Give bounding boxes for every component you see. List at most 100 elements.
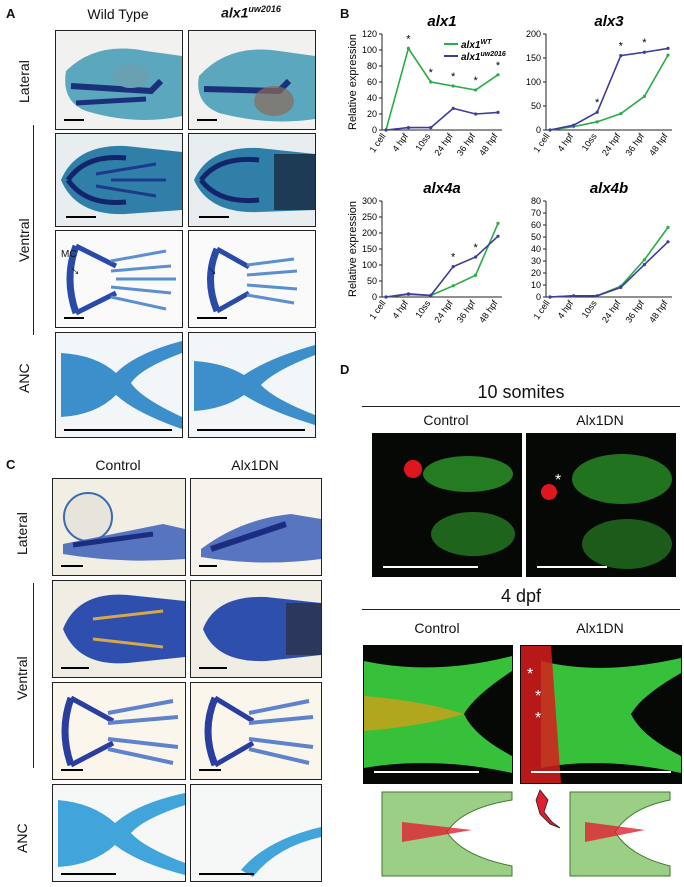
- data-point: [666, 46, 670, 51]
- panel-a-anc-mutant-image: [188, 332, 316, 438]
- data-point: [642, 94, 646, 98]
- panel-a-ventral-dissected-mutant-image: →: [188, 230, 316, 328]
- data-point: [619, 285, 623, 289]
- data-point: [429, 80, 433, 84]
- data-point: [474, 88, 478, 92]
- scale-bar: [66, 216, 96, 218]
- scale-bar: [61, 565, 83, 567]
- data-point: [451, 265, 455, 269]
- data-point: [572, 294, 576, 298]
- series-line: [385, 46, 499, 131]
- data-point: [451, 84, 455, 88]
- scale-bar: [537, 566, 607, 568]
- y-axis-label: Relative expression: [347, 34, 359, 130]
- data-point: [642, 258, 646, 262]
- panel-a-ventral-label: Ventral: [16, 218, 32, 262]
- chart-title: alx4b: [590, 180, 628, 197]
- series-line: [549, 226, 669, 298]
- y-tick-label: 60: [531, 220, 541, 230]
- panel-a-ventral-wildtype-image: [55, 133, 183, 227]
- data-point: [496, 221, 500, 225]
- x-tick-label: 24 hpf: [600, 131, 623, 158]
- y-tick-label: 250: [362, 212, 377, 222]
- data-point: [572, 123, 576, 127]
- panel-d-10s-control-title: Control: [423, 412, 469, 428]
- panel-c-alx1dn-title: Alx1DN: [231, 457, 279, 473]
- y-tick-label: 200: [362, 228, 377, 238]
- data-point: [451, 284, 455, 288]
- x-tick-label: 24 hpf: [600, 298, 623, 325]
- y-tick-label: 50: [531, 101, 541, 111]
- x-tick-label: 10ss: [580, 131, 599, 153]
- mc-label: MC: [61, 249, 77, 260]
- significance-asterisk: *: [473, 242, 478, 254]
- y-tick-label: 0: [536, 125, 541, 135]
- y-tick-label: 120: [362, 29, 377, 39]
- scale-bar: [383, 566, 478, 568]
- panel-d-10s-alx1dn-image: *: [526, 433, 676, 577]
- asterisk-marker: *: [535, 710, 542, 727]
- x-tick-label: 36 hpf: [455, 131, 478, 158]
- y-tick-label: 40: [531, 244, 541, 254]
- data-point: [429, 293, 433, 297]
- data-point: [595, 110, 599, 114]
- y-tick-label: 40: [367, 93, 377, 103]
- panel-a-mutant-title: alx1uw2016: [221, 4, 281, 21]
- divider: [362, 406, 680, 407]
- panel-d-control-schematic: [372, 786, 522, 882]
- x-tick-label: 24 hpf: [432, 131, 455, 158]
- y-tick-label: 0: [372, 125, 377, 135]
- scale-bar: [199, 873, 254, 875]
- panel-c-lateral-control-image: [52, 478, 186, 576]
- significance-asterisk: *: [451, 252, 456, 264]
- x-tick-label: 1 cell: [531, 131, 551, 154]
- series-line: [549, 47, 669, 131]
- data-point: [619, 112, 623, 116]
- panel-d-4dpf-control-title: Control: [414, 620, 460, 636]
- scale-bar: [199, 769, 221, 771]
- x-tick-label: 1 cell: [531, 298, 551, 321]
- x-tick-label: 10ss: [413, 298, 432, 320]
- data-point: [666, 225, 670, 229]
- y-tick-label: 0: [536, 292, 541, 302]
- y-tick-label: 30: [531, 256, 541, 266]
- panel-a-wildtype-title: Wild Type: [87, 6, 149, 22]
- significance-asterisk: *: [619, 41, 624, 53]
- y-axis-label: Relative expression: [347, 201, 359, 297]
- scale-bar: [61, 769, 83, 771]
- data-point: [406, 46, 410, 51]
- panel-a-lateral-label: Lateral: [16, 60, 32, 103]
- scale-bar: [61, 667, 89, 669]
- y-tick-label: 150: [526, 53, 541, 63]
- divider: [362, 609, 680, 610]
- panel-a-ventral-mutant-image: [188, 133, 316, 227]
- panel-a-lateral-wildtype-image: [55, 30, 183, 130]
- x-tick-label: 36 hpf: [623, 131, 646, 158]
- data-point: [642, 263, 646, 267]
- data-point: [429, 126, 433, 130]
- panel-c-letter: C: [6, 457, 16, 472]
- panel-a-anc-label: ANC: [16, 363, 32, 393]
- data-point: [595, 120, 599, 124]
- data-point: [474, 273, 478, 277]
- scale-bar: [374, 771, 479, 773]
- significance-asterisk: *: [642, 37, 647, 49]
- x-tick-label: 48 hpf: [647, 131, 670, 158]
- panel-d-10s-control-image: [372, 433, 522, 577]
- significance-asterisk: *: [473, 75, 478, 87]
- y-tick-label: 20: [367, 109, 377, 119]
- x-tick-label: 48 hpf: [477, 131, 500, 158]
- panel-a-ventral-bracket: [33, 125, 34, 335]
- x-tick-label: 36 hpf: [455, 298, 478, 325]
- x-tick-label: 48 hpf: [647, 298, 670, 325]
- panel-d-letter: D: [340, 362, 350, 377]
- data-point: [548, 128, 552, 132]
- y-tick-label: 60: [367, 77, 377, 87]
- data-point: [619, 54, 623, 58]
- y-tick-label: 100: [362, 45, 377, 55]
- data-point: [384, 128, 388, 132]
- y-tick-label: 300: [362, 196, 377, 206]
- panel-c-anc-label: ANC: [14, 823, 30, 853]
- panel-c-ventral-dissected-control-image: [52, 682, 186, 780]
